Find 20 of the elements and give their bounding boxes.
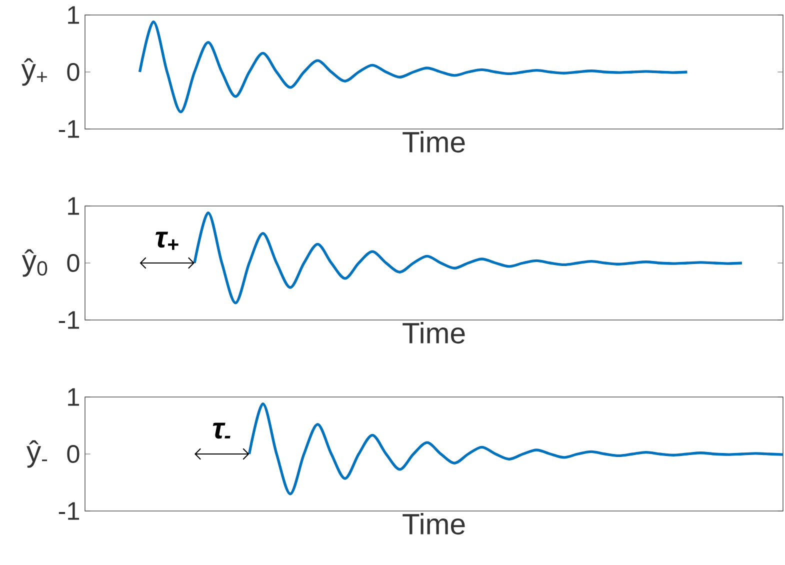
y-axis-title: ŷ$_{+}$ bbox=[21, 58, 47, 86]
y-tick-label: 0 bbox=[67, 63, 80, 81]
y-axis-title: ŷ$_{-}$ bbox=[26, 440, 48, 468]
y-tick-label: 1 bbox=[68, 197, 80, 215]
x-axis-title: Time bbox=[402, 513, 465, 535]
annotation: τ$_{+}$ bbox=[156, 232, 178, 250]
y-tick-label: 0 bbox=[67, 445, 80, 463]
y-tick-label: 1 bbox=[68, 6, 80, 24]
line-series bbox=[193, 212, 744, 304]
y-tick-label: -1 bbox=[58, 120, 80, 138]
y-tick-label: 0 bbox=[67, 254, 80, 272]
y-tick-label: -1 bbox=[58, 502, 80, 520]
annotation: τ$_{-}$ bbox=[212, 422, 230, 439]
y-tick-label: -1 bbox=[58, 311, 80, 329]
line-series bbox=[138, 20, 689, 114]
line-series bbox=[248, 402, 784, 496]
y-axis-title: ŷ$_{0}$ bbox=[22, 249, 48, 277]
x-axis-title: Time bbox=[402, 322, 465, 344]
y-tick-label: 1 bbox=[68, 388, 80, 406]
x-axis-title: Time bbox=[402, 131, 465, 153]
